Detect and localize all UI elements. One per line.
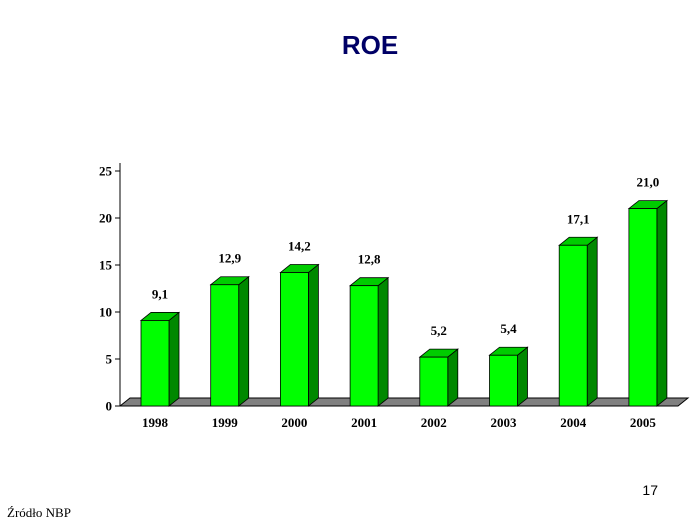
data-label: 17,1 — [567, 211, 590, 226]
page-title: ROE — [341, 30, 399, 60]
bar-side — [377, 276, 389, 407]
y-tick-label: 15 — [99, 258, 113, 273]
x-tick-label: 2003 — [491, 415, 518, 430]
bar-front — [489, 354, 518, 407]
x-tick-label: 1998 — [142, 415, 169, 430]
data-label: 12,8 — [358, 252, 381, 267]
bar-front — [558, 244, 588, 407]
data-labels: 9,1 12,9 14,2 12,8 5,2 5,4 17,1 21,0 — [152, 175, 659, 339]
bar-side — [586, 236, 598, 407]
x-tick-label: 2001 — [351, 415, 377, 430]
bar — [488, 346, 529, 407]
x-tick-label: 2005 — [630, 415, 657, 430]
data-label: 14,2 — [288, 239, 311, 254]
bar-front — [419, 356, 449, 407]
bar-side — [307, 263, 319, 407]
x-tick-label: 2002 — [421, 415, 447, 430]
page-number: 17 — [642, 482, 658, 498]
bar-side — [238, 275, 250, 407]
y-axis: 0 5 10 15 20 25 — [99, 163, 121, 414]
data-label: 9,1 — [152, 286, 168, 301]
bar-front — [349, 285, 379, 407]
chart-floor — [118, 397, 690, 407]
y-tick-label: 10 — [99, 305, 112, 320]
bar — [209, 275, 250, 407]
bar-side — [517, 346, 528, 407]
x-tick-label: 1999 — [212, 415, 239, 430]
bar — [627, 199, 669, 407]
data-label: 21,0 — [637, 175, 660, 190]
x-tick-label: 2004 — [560, 415, 587, 430]
bar — [348, 276, 390, 407]
bar-side — [656, 199, 668, 407]
x-axis-labels: 1998 1999 2000 2001 2002 2003 2004 2005 — [142, 415, 656, 430]
bar — [558, 236, 599, 407]
floor-plane — [118, 397, 690, 407]
y-tick-label: 20 — [99, 211, 112, 226]
bar — [279, 263, 320, 407]
bar — [139, 311, 181, 407]
bar — [418, 348, 459, 407]
data-label: 12,9 — [218, 251, 241, 266]
y-tick-label: 0 — [106, 399, 113, 414]
source-note: Źródło NBP — [7, 505, 71, 520]
bar-front — [628, 208, 658, 407]
bar-front — [210, 284, 240, 407]
data-label: 5,2 — [431, 323, 447, 338]
bar-front — [140, 320, 170, 407]
y-tick-label: 25 — [99, 164, 113, 179]
bars — [139, 199, 669, 407]
x-tick-label: 2000 — [281, 415, 307, 430]
bar-front — [279, 272, 309, 407]
bar-side — [447, 348, 459, 407]
data-label: 5,4 — [500, 321, 517, 336]
y-tick-label: 5 — [106, 352, 113, 367]
bar-side — [168, 311, 180, 407]
